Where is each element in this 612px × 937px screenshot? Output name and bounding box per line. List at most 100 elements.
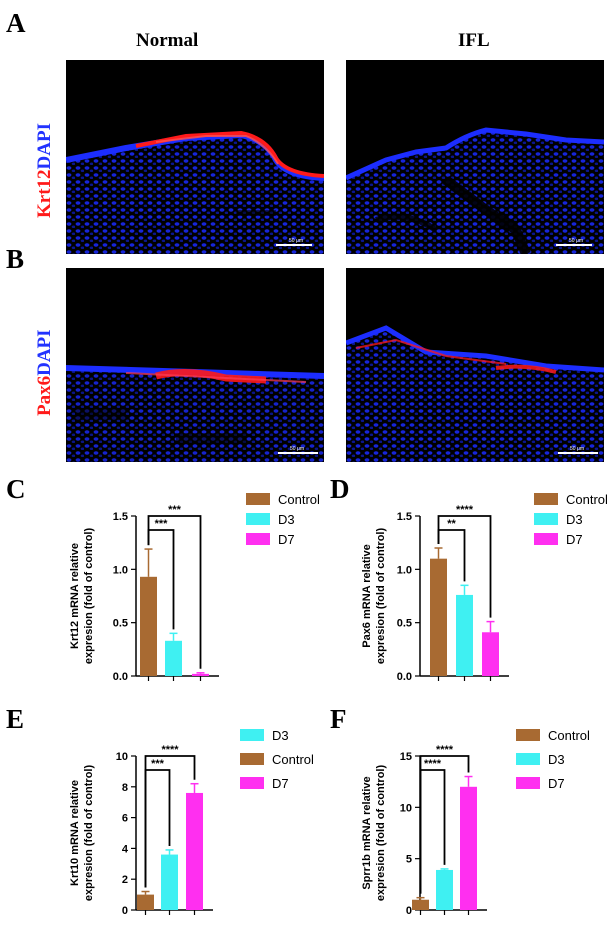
y-axis-label-line: Krt12 mRNA relative	[69, 543, 81, 649]
y-tick-label: 8	[122, 782, 128, 794]
micrograph-krt12-ifl	[346, 60, 604, 254]
legend-label: Control	[566, 492, 608, 507]
bar-control	[412, 899, 429, 910]
column-title-normal: Normal	[136, 30, 199, 51]
y-tick-label: 0.5	[397, 618, 412, 630]
y-tick-label: 6	[122, 813, 128, 825]
y-tick-label: 0	[122, 905, 128, 917]
y-tick-label: 4	[122, 843, 129, 855]
significance-label: ****	[161, 744, 179, 756]
scale-bar	[556, 244, 592, 246]
row-label-stain: Krt12	[34, 169, 55, 218]
bar-d3	[165, 640, 182, 676]
significance-label: ***	[151, 758, 165, 770]
row-label-pax6-dapi: Pax6DAPI	[34, 329, 56, 416]
y-axis-label-line: expresion (fold of control)	[375, 765, 387, 902]
panel-letter-d: D	[330, 474, 350, 504]
bar-d7	[186, 792, 203, 910]
legend-label: D7	[272, 776, 289, 791]
legend-swatch	[246, 513, 270, 525]
legend-label: D3	[566, 512, 583, 527]
y-tick-label: 15	[400, 751, 412, 763]
bar-control	[140, 576, 157, 676]
row-label-krt12-dapi: Krt12DAPI	[34, 123, 56, 218]
panel-letter-b: B	[6, 244, 25, 274]
significance-bracket	[437, 515, 492, 618]
scale-bar-label: 50 μm	[290, 446, 304, 452]
bar-d7	[460, 786, 477, 910]
y-axis-label-line: Krt10 mRNA relative	[69, 780, 81, 886]
scale-bar-label: 50 μm	[289, 238, 303, 244]
legend-swatch	[534, 533, 558, 545]
scale-bar	[558, 452, 598, 454]
chart-krt10: 0 2 4 6 8 10 Krt10 mRNA relative expresion (fol…	[69, 728, 314, 917]
bar-d3	[161, 854, 178, 910]
legend-swatch	[240, 753, 264, 765]
y-tick-label: 1.0	[397, 564, 412, 576]
y-tick-label: 10	[116, 751, 128, 763]
legend-label: D3	[272, 728, 289, 743]
y-tick-label: 0.5	[113, 618, 128, 630]
bar-d3	[456, 594, 473, 676]
chart-plot: 0.0 0.5 1.0 1.5 Pax6 mRNA relative expresion …	[361, 492, 608, 683]
significance-label: ***	[168, 504, 182, 516]
panel-letter-c: C	[6, 474, 26, 504]
y-axis-label: Krt10 mRNA relative expresion (fold of co…	[69, 765, 95, 902]
y-axis-label: Krt12 mRNA relative expresion (fold of co…	[69, 528, 95, 665]
y-axis-label-line: expresion (fold of control)	[375, 528, 387, 665]
legend-label: Control	[548, 728, 590, 743]
panel-letter-a: A	[6, 8, 26, 38]
row-label-stain: Pax6	[34, 375, 55, 416]
chart-sprr1b: 0 5 10 15 Sprr1b mRNA relative expresion (fol…	[361, 728, 590, 917]
column-title-ifl: IFL	[458, 30, 490, 51]
y-axis-label-line: expresion (fold of control)	[83, 765, 95, 902]
chart-plot: 0 5 10 15 Sprr1b mRNA relative expresion (fol…	[361, 728, 590, 917]
legend-swatch	[246, 493, 270, 505]
legend-swatch	[516, 753, 540, 765]
y-axis-label-line: Pax6 mRNA relative	[361, 544, 373, 648]
legend-swatch	[516, 777, 540, 789]
significance-bracket	[419, 755, 470, 894]
bar-control	[430, 558, 447, 676]
chart-plot: 0 2 4 6 8 10 Krt10 mRNA relative expresion (fol…	[69, 728, 314, 917]
legend-label: Control	[272, 752, 314, 767]
legend-swatch	[516, 729, 540, 741]
row-label-counterstain: DAPI	[34, 123, 55, 170]
legend-swatch	[534, 513, 558, 525]
y-tick-label: 1.5	[113, 511, 128, 523]
bar-d7	[482, 632, 499, 676]
micrograph-pax6-ifl	[346, 268, 604, 462]
scale-bar	[278, 452, 318, 454]
significance-label: ****	[424, 758, 442, 770]
row-label-counterstain: DAPI	[34, 329, 55, 376]
significance-label: ***	[155, 518, 169, 530]
legend-label: D3	[548, 752, 565, 767]
micrograph-pax6-normal	[66, 268, 324, 462]
legend-swatch	[240, 729, 264, 741]
chart-pax6: 0.0 0.5 1.0 1.5 Pax6 mRNA relative expresion …	[361, 492, 608, 683]
y-axis-label-line: Sprr1b mRNA relative	[361, 776, 373, 889]
y-tick-label: 1.5	[397, 511, 412, 523]
legend-label: D7	[566, 532, 583, 547]
y-tick-label: 5	[406, 854, 412, 866]
legend-label: Control	[278, 492, 320, 507]
legend-label: D7	[548, 776, 565, 791]
legend-swatch	[534, 493, 558, 505]
y-tick-label: 0	[406, 905, 412, 917]
y-axis-label-line: expresion (fold of control)	[83, 528, 95, 665]
scale-bar-label: 50 μm	[569, 238, 583, 244]
bar-d7	[192, 673, 209, 676]
y-axis-label: Pax6 mRNA relative expresion (fold of con…	[361, 528, 387, 665]
panel-letter-e: E	[6, 704, 25, 734]
y-tick-label: 10	[400, 802, 412, 814]
chart-plot: 0.0 0.5 1.0 1.5 Krt12 mRNA relative expresion…	[69, 492, 320, 683]
significance-bracket	[144, 755, 196, 888]
bar-d3	[436, 869, 453, 910]
y-tick-label: 0.0	[397, 671, 412, 683]
significance-bracket	[147, 515, 202, 669]
bar-control	[137, 894, 154, 910]
legend-label: D7	[278, 532, 295, 547]
significance-label: ****	[456, 504, 474, 516]
y-tick-label: 0.0	[113, 671, 128, 683]
legend-label: D3	[278, 512, 295, 527]
